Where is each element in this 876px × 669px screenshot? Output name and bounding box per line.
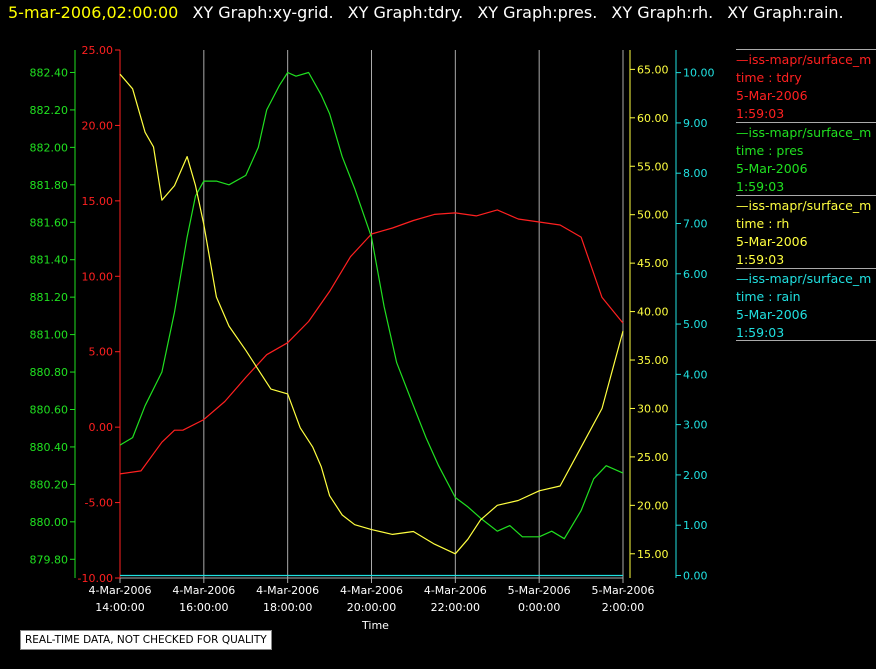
rain-tick-label: 8.00 — [683, 167, 708, 180]
x-tick-label-time: 20:00:00 — [347, 601, 396, 614]
x-tick-label-time: 2:00:00 — [602, 601, 644, 614]
pres-tick-label: 880.60 — [30, 403, 69, 416]
rh-tick-label: 60.00 — [637, 112, 669, 125]
series-line-rh — [119, 73, 624, 555]
tdry-tick-label: -10.00 — [78, 572, 113, 585]
legend-entry-tdry: —iss-mapr/surface_m time : tdry 5-Mar-20… — [736, 49, 876, 122]
x-tick-label-time: 18:00:00 — [263, 601, 312, 614]
x-tick-label-time: 14:00:00 — [95, 601, 144, 614]
pres-tick-label: 881.00 — [30, 329, 69, 342]
legend-source: —iss-mapr/surface_m — [736, 52, 872, 67]
legend-variable: time : rain — [736, 289, 801, 304]
rain-tick-label: 10.00 — [683, 67, 715, 80]
legend-source: —iss-mapr/surface_m — [736, 125, 872, 140]
legend-source: —iss-mapr/surface_m — [736, 271, 872, 286]
header-timestamp: 5-mar-2006,02:00:00 — [8, 3, 179, 22]
legend-entry-pres: —iss-mapr/surface_m time : pres 5-Mar-20… — [736, 122, 876, 195]
legend-variable: time : pres — [736, 143, 804, 158]
rh-tick-label: 15.00 — [637, 548, 669, 561]
x-tick-label-time: 16:00:00 — [179, 601, 228, 614]
x-tick-label-time: 0:00:00 — [518, 601, 560, 614]
pres-tick-label: 882.20 — [30, 104, 69, 117]
legend: —iss-mapr/surface_m time : tdry 5-Mar-20… — [736, 49, 876, 341]
rh-tick-label: 50.00 — [637, 209, 669, 222]
x-tick-label-date: 4-Mar-2006 — [256, 584, 319, 597]
pres-tick-label: 882.00 — [30, 141, 69, 154]
rain-tick-label: 1.00 — [683, 519, 708, 532]
x-tick-label-date: 4-Mar-2006 — [172, 584, 235, 597]
pres-tick-label: 880.40 — [30, 441, 69, 454]
tdry-tick-label: -5.00 — [85, 497, 113, 510]
x-tick-label-date: 4-Mar-2006 — [340, 584, 403, 597]
rh-tick-label: 45.00 — [637, 257, 669, 270]
header-graph-label: XY Graph:rh. — [611, 3, 714, 22]
tdry-tick-label: 20.00 — [82, 119, 114, 132]
title-bar: 5-mar-2006,02:00:00 XY Graph:xy-grid. XY… — [8, 3, 844, 22]
header-graph-label: XY Graph:pres. — [477, 3, 598, 22]
series-line-tdry — [119, 209, 624, 475]
tdry-tick-label: 25.00 — [82, 44, 114, 57]
pres-tick-label: 882.40 — [30, 66, 69, 79]
tdry-tick-label: 10.00 — [82, 270, 114, 283]
x-tick-label-date: 5-Mar-2006 — [592, 584, 655, 597]
tdry-tick-label: 0.00 — [89, 421, 114, 434]
legend-date: 5-Mar-2006 — [736, 307, 808, 322]
rain-tick-label: 6.00 — [683, 268, 708, 281]
rain-tick-label: 0.00 — [683, 569, 708, 582]
legend-entry-rh: —iss-mapr/surface_m time : rh 5-Mar-2006… — [736, 195, 876, 268]
rh-tick-label: 40.00 — [637, 306, 669, 319]
pres-tick-label: 881.60 — [30, 216, 69, 229]
pres-tick-label: 881.20 — [30, 291, 69, 304]
legend-source: —iss-mapr/surface_m — [736, 198, 872, 213]
header-graph-label: XY Graph:rain. — [727, 3, 844, 22]
legend-time: 1:59:03 — [736, 106, 785, 121]
pres-tick-label: 881.40 — [30, 254, 69, 267]
legend-variable: time : rh — [736, 216, 790, 231]
pres-tick-label: 880.80 — [30, 366, 69, 379]
series-line-pres — [119, 71, 624, 540]
legend-time: 1:59:03 — [736, 325, 785, 340]
pres-tick-label: 880.00 — [30, 516, 69, 529]
legend-date: 5-Mar-2006 — [736, 161, 808, 176]
x-axis-label: Time — [361, 619, 389, 632]
x-tick-label-date: 5-Mar-2006 — [508, 584, 571, 597]
legend-entry-rain: —iss-mapr/surface_m time : rain 5-Mar-20… — [736, 268, 876, 341]
rh-tick-label: 20.00 — [637, 499, 669, 512]
header-graph-label: XY Graph:xy-grid. — [192, 3, 334, 22]
rain-tick-label: 4.00 — [683, 368, 708, 381]
legend-variable: time : tdry — [736, 70, 802, 85]
tdry-tick-label: 5.00 — [89, 346, 114, 359]
header-graph-label: XY Graph:tdry. — [347, 3, 464, 22]
rh-tick-label: 55.00 — [637, 160, 669, 173]
rain-tick-label: 3.00 — [683, 419, 708, 432]
legend-time: 1:59:03 — [736, 252, 785, 267]
pres-tick-label: 879.80 — [30, 553, 69, 566]
tdry-tick-label: 15.00 — [82, 195, 114, 208]
legend-date: 5-Mar-2006 — [736, 88, 808, 103]
rh-tick-label: 35.00 — [637, 354, 669, 367]
x-tick-label-time: 22:00:00 — [431, 601, 480, 614]
pres-tick-label: 881.80 — [30, 179, 69, 192]
rh-tick-label: 30.00 — [637, 402, 669, 415]
disclaimer-badge: REAL-TIME DATA, NOT CHECKED FOR QUALITY — [20, 630, 272, 650]
rain-tick-label: 7.00 — [683, 217, 708, 230]
legend-date: 5-Mar-2006 — [736, 234, 808, 249]
rain-tick-label: 5.00 — [683, 318, 708, 331]
x-tick-label-date: 4-Mar-2006 — [424, 584, 487, 597]
rain-tick-label: 9.00 — [683, 117, 708, 130]
legend-time: 1:59:03 — [736, 179, 785, 194]
rh-tick-label: 25.00 — [637, 451, 669, 464]
rh-tick-label: 65.00 — [637, 63, 669, 76]
rain-tick-label: 2.00 — [683, 469, 708, 482]
pres-tick-label: 880.20 — [30, 478, 69, 491]
x-tick-label-date: 4-Mar-2006 — [89, 584, 152, 597]
